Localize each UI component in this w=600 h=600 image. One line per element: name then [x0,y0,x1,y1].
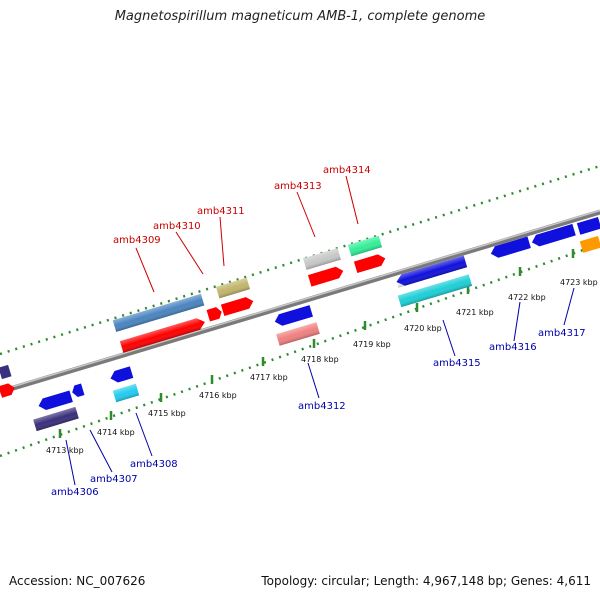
gene-arrow[interactable] [220,295,255,317]
genes-group [0,216,600,432]
tick-label: 4719 kbp [353,340,391,349]
top-gene-labels [135,175,359,293]
gene-block[interactable] [0,364,12,380]
tick-label: 4723 kbp [560,278,598,287]
tick-label: 4721 kbp [456,308,494,317]
gene-label[interactable]: amb4317 [538,328,586,339]
gene-label[interactable]: amb4315 [433,358,481,369]
map-title: Magnetospirillum magneticum AMB-1, compl… [114,9,486,24]
tick-labels: 4713 kbp 4714 kbp 4715 kbp 4716 kbp 4717… [46,278,598,455]
gene-arrow[interactable] [353,253,387,274]
gene-label[interactable]: amb4310 [153,221,201,232]
tick-label: 4715 kbp [148,409,186,418]
gene-label[interactable]: amb4313 [274,181,322,192]
gene-arrow[interactable] [307,265,345,287]
gene-label[interactable]: amb4312 [298,401,346,412]
topology-text: Topology: circular; Length: 4,967,148 bp… [261,574,591,588]
tick-label: 4722 kbp [508,293,546,302]
tick-label: 4717 kbp [250,373,288,382]
tick-label: 4714 kbp [97,428,135,437]
tick-label: 4716 kbp [199,391,237,400]
upper-dotted-track [0,164,600,356]
gene-label[interactable]: amb4309 [113,235,161,246]
gene-arrow[interactable] [109,366,134,384]
gene-arrow[interactable] [37,390,73,412]
gene-label[interactable]: amb4306 [51,487,99,498]
accession-text: Accession: NC_007626 [9,574,146,588]
gene-arrow[interactable] [489,236,531,260]
genome-backbone [0,209,600,395]
gene-label[interactable]: amb4314 [323,165,371,176]
gene-label[interactable]: amb4307 [90,474,138,485]
gene-arrow[interactable] [576,216,600,235]
gene-arrow[interactable] [0,382,16,398]
genome-backbone-highlight [0,209,600,392]
tick-label: 4713 kbp [46,446,84,455]
bottom-gene-labels [65,287,575,486]
gene-block[interactable] [579,235,600,253]
gene-label[interactable]: amb4308 [130,459,178,470]
gene-label[interactable]: amb4311 [197,206,245,217]
tick-label: 4720 kbp [404,324,442,333]
tick-label: 4718 kbp [301,355,339,364]
gene-arrow[interactable] [70,383,85,399]
gene-arrow[interactable] [273,305,313,327]
gene-arrow[interactable] [530,223,576,248]
gene-arrow[interactable] [206,306,224,322]
major-ticks [58,249,575,438]
gene-label[interactable]: amb4316 [489,342,537,353]
